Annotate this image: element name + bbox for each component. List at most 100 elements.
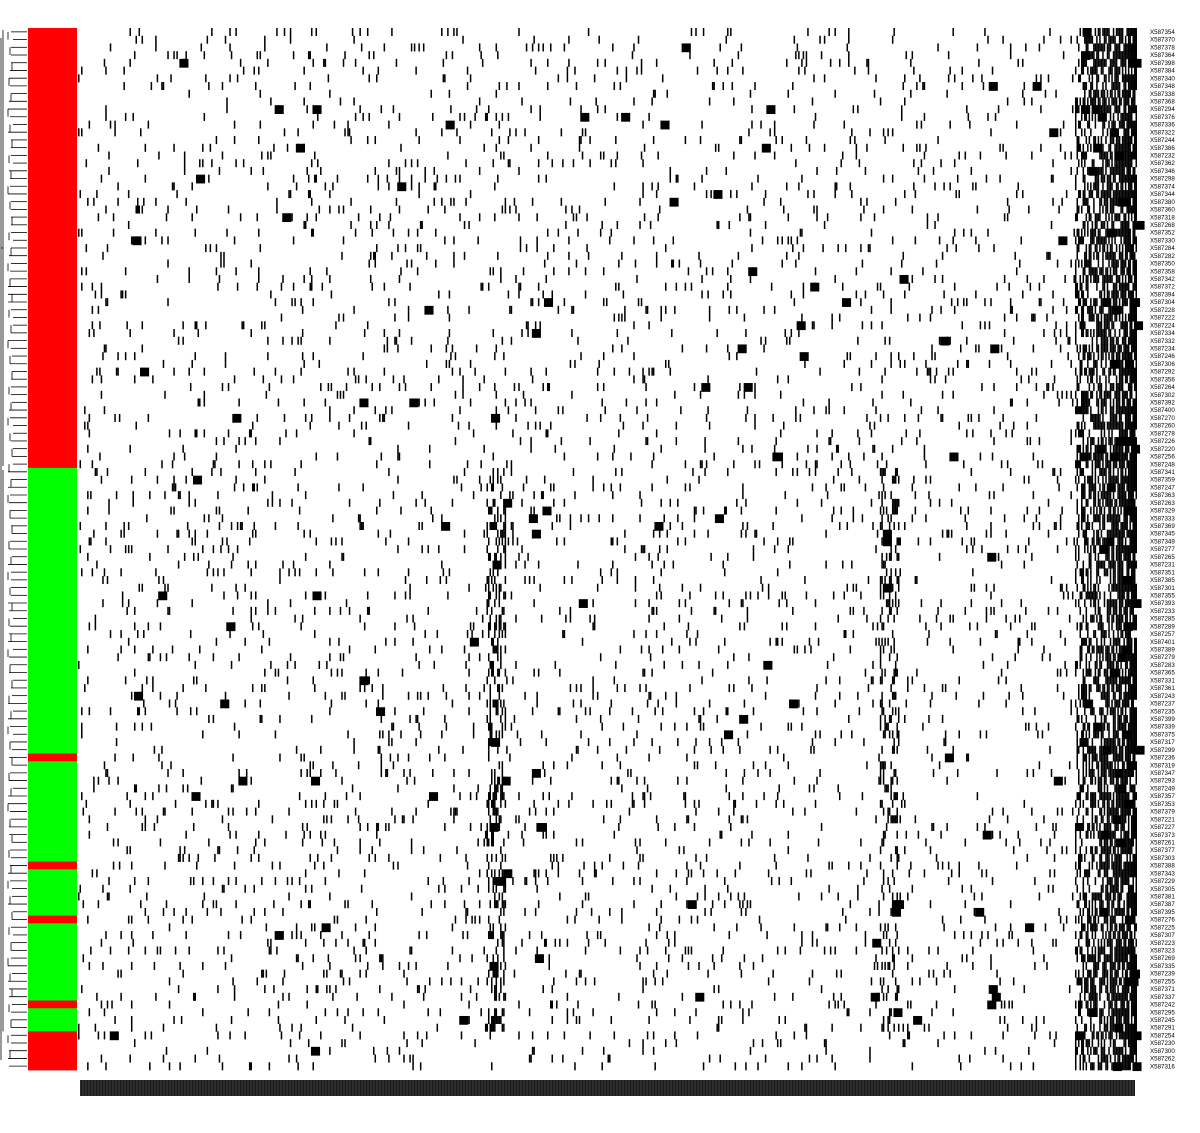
heatmap-cell xyxy=(1111,136,1113,144)
heatmap-cell xyxy=(890,568,892,576)
heatmap-cell xyxy=(895,599,897,607)
heatmap-cell xyxy=(175,483,177,491)
heatmap-cell xyxy=(1107,252,1109,260)
heatmap-cell xyxy=(1102,514,1104,522)
heatmap-cell xyxy=(1126,576,1128,584)
heatmap-cell xyxy=(1086,136,1088,144)
heatmap-cell xyxy=(1104,491,1106,499)
heatmap-cell xyxy=(1066,584,1068,592)
heatmap-cell xyxy=(573,213,575,221)
heatmap-cell xyxy=(1105,113,1107,121)
heatmap-cell xyxy=(270,97,272,105)
heatmap-cell xyxy=(1128,128,1130,136)
heatmap-cell xyxy=(1129,152,1131,160)
heatmap-cell xyxy=(1089,553,1091,561)
heatmap-cell xyxy=(412,638,414,646)
heatmap-cell xyxy=(1104,638,1106,646)
heatmap-cell xyxy=(1110,152,1112,160)
heatmap-cell xyxy=(797,499,799,507)
heatmap-cell xyxy=(500,491,502,499)
heatmap-cell xyxy=(1019,615,1021,623)
heatmap-cell xyxy=(1108,190,1110,198)
heatmap-cell xyxy=(486,545,488,553)
heatmap-cell xyxy=(604,406,606,414)
heatmap-cell xyxy=(1063,51,1065,59)
heatmap-cell xyxy=(511,522,513,530)
heatmap-cell xyxy=(1096,244,1098,252)
heatmap-cell xyxy=(1108,607,1110,615)
heatmap-cell xyxy=(1067,352,1069,360)
heatmap-cell xyxy=(1113,476,1115,484)
heatmap-cell xyxy=(842,152,844,160)
heatmap-cell xyxy=(1120,591,1122,599)
heatmap-cell xyxy=(952,236,954,244)
heatmap-cell xyxy=(815,599,817,607)
heatmap-cell xyxy=(1081,507,1083,515)
heatmap-cell xyxy=(1122,429,1124,437)
heatmap-cell xyxy=(889,337,891,345)
heatmap-cell xyxy=(247,561,249,569)
heatmap-cell xyxy=(730,275,732,283)
heatmap-cell xyxy=(604,105,606,113)
group-bar-X587323 xyxy=(28,947,77,955)
heatmap-cell xyxy=(502,537,504,545)
heatmap-cell xyxy=(775,638,777,646)
heatmap-cell xyxy=(406,260,408,268)
heatmap-cell xyxy=(1086,298,1088,306)
heatmap-cell xyxy=(1081,368,1083,376)
heatmap-cell xyxy=(1123,329,1125,337)
heatmap-cell xyxy=(1057,545,1059,553)
heatmap-cell xyxy=(1110,568,1112,576)
heatmap-cell xyxy=(305,553,307,561)
heatmap-cell xyxy=(791,236,793,244)
heatmap-cell xyxy=(505,537,507,545)
heatmap-cell xyxy=(598,360,600,368)
heatmap-cell xyxy=(1135,36,1137,44)
heatmap-cell xyxy=(1114,260,1116,268)
heatmap-cell xyxy=(467,82,469,90)
heatmap-cell xyxy=(1014,615,1016,623)
heatmap-cell xyxy=(338,206,340,214)
heatmap-cell xyxy=(745,499,747,507)
heatmap-cell xyxy=(993,437,995,445)
heatmap-cell xyxy=(886,568,888,576)
heatmap-cell xyxy=(1110,591,1112,599)
heatmap-cell xyxy=(706,344,708,352)
heatmap-cell xyxy=(1125,113,1127,121)
heatmap-cell xyxy=(815,622,817,630)
heatmap-cell xyxy=(1105,360,1107,368)
heatmap-cell xyxy=(1087,43,1089,51)
heatmap-cell xyxy=(114,121,116,129)
heatmap-cell xyxy=(108,507,110,515)
heatmap-cell xyxy=(311,198,313,206)
heatmap-cell xyxy=(1095,607,1097,615)
heatmap-cell xyxy=(1095,422,1097,430)
heatmap-cell xyxy=(480,460,482,468)
heatmap-cell xyxy=(198,553,200,561)
heatmap-cell xyxy=(579,136,581,144)
heatmap-cell xyxy=(202,545,204,553)
heatmap-cell xyxy=(1096,213,1098,221)
heatmap-cell xyxy=(1120,175,1122,183)
heatmap-cell xyxy=(131,545,133,553)
group-bar-X587293 xyxy=(28,777,77,785)
heatmap-cell xyxy=(588,514,590,522)
heatmap-cell xyxy=(903,82,905,90)
heatmap-cell xyxy=(1123,476,1125,484)
heatmap-cell xyxy=(388,298,390,306)
group-bar-X587347 xyxy=(28,769,77,777)
heatmap-cell xyxy=(1046,252,1048,260)
heatmap-cell xyxy=(816,213,818,221)
heatmap-cell xyxy=(1131,406,1133,414)
heatmap-cell xyxy=(880,507,882,515)
heatmap-cell xyxy=(530,507,532,515)
heatmap-cell xyxy=(1122,90,1124,98)
heatmap-cell xyxy=(653,576,655,584)
heatmap-cell xyxy=(229,74,231,82)
heatmap-cell xyxy=(1017,638,1019,646)
heatmap-cell xyxy=(188,368,190,376)
heatmap-cell xyxy=(293,175,295,183)
heatmap-cell xyxy=(744,391,746,399)
heatmap-cell xyxy=(1087,437,1089,445)
heatmap-cell xyxy=(1087,476,1089,484)
